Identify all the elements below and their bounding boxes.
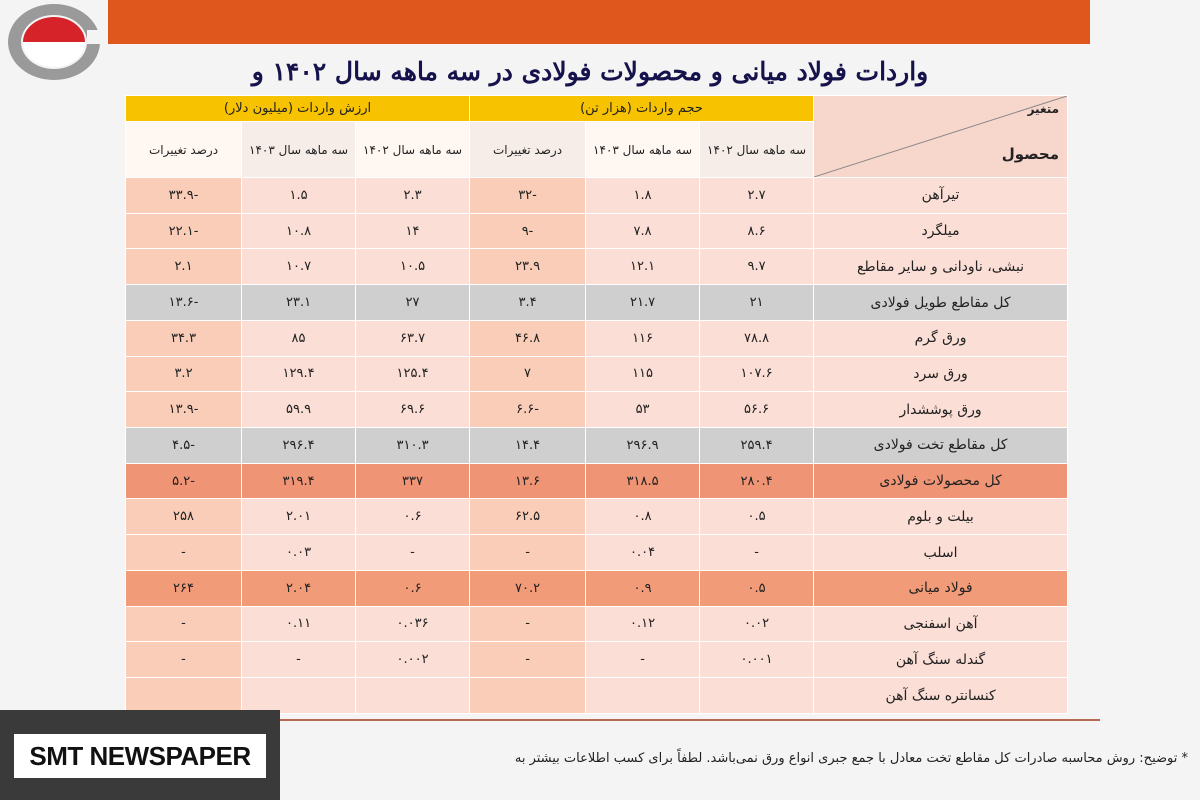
table-row: کنسانتره سنگ آهن [124,677,1069,714]
corner-variable-label: متغیر [1027,102,1060,116]
imports-table: متغیر محصول حجم واردات (هزار تن) ارزش وا… [124,95,1069,714]
table-row-subtotal: فولاد میانی ۰.۵ ۰.۹ ۷۰.۲ ۰.۶ ۲.۰۴ ۲۶۴ [124,569,1069,607]
table-row: میلگرد ۸.۶ ۷.۸ -۹ ۱۴ ۱۰.۸ -۲۲.۱ [124,212,1069,250]
table-row: ورق پوششدار ۵۶.۶ ۵۳ -۶.۶ ۶۹.۶ ۵۹.۹ -۱۳.۹ [124,391,1069,429]
brand-logo-icon [8,4,105,80]
sub-header-vol-change: درصد تغییرات [469,121,587,178]
diagonal-divider [814,96,1068,177]
corner-product-label: محصول [1001,145,1060,163]
group-header-value: ارزش واردات (میلیون دلار) [124,95,471,122]
table-row-grand-total: کل محصولات فولادی ۲۸۰.۴ ۳۱۸.۵ ۱۳.۶ ۳۳۷ ۳… [124,462,1069,500]
table-row: اسلب - ۰.۰۴ - - ۰.۰۳ - [124,534,1069,571]
corner-header-cell: متغیر محصول [813,95,1069,178]
table-row: نبشی، ناودانی و سایر مقاطع ۹.۷ ۱۲.۱ ۲۳.۹… [124,248,1069,286]
table-row: ورق گرم ۷۸.۸ ۱۱۶ ۴۶.۸ ۶۳.۷ ۸۵ ۳۴.۳ [124,319,1069,357]
table-row: ورق سرد ۱۰۷.۶ ۱۱۵ ۷ ۱۲۵.۴ ۱۲۹.۴ ۳.۲ [124,355,1069,393]
newspaper-badge-label: SMT NEWSPAPER [14,734,266,778]
page-title: واردات فولاد میانی و محصولات فولادی در س… [251,57,929,126]
footer-divider [100,719,1100,721]
table-row-total: کل مقاطع تخت فولادی ۲۵۹.۴ ۲۹۶.۹ ۱۴.۴ ۳۱۰… [124,427,1069,464]
group-header-volume: حجم واردات (هزار تن) [469,95,815,122]
footnote: * توضیح: روش محاسبه صادرات کل مقاطع تخت … [514,751,1188,766]
sub-header-val-1403: سه ماهه سال ۱۴۰۳ [241,121,357,178]
table-row: تیرآهن ۲.۷ ۱.۸ -۳۲ ۲.۳ ۱.۵ -۳۳.۹ [124,177,1069,214]
sub-header-vol-1403: سه ماهه سال ۱۴۰۳ [585,121,701,178]
table-row: بیلت و بلوم ۰.۵ ۰.۸ ۶۲.۵ ۰.۶ ۲.۰۱ ۲۵۸ [124,498,1069,536]
sub-header-vol-1402: سه ماهه سال ۱۴۰۲ [699,121,815,178]
table-row-total: کل مقاطع طویل فولادی ۲۱ ۲۱.۷ ۳.۴ ۲۷ ۲۳.۱… [124,284,1069,321]
top-accent-bar [108,0,1090,44]
newspaper-badge: SMT NEWSPAPER [0,710,280,800]
sub-header-val-change: درصد تغییرات [124,121,243,178]
table-row: گندله سنگ آهن ۰.۰۰۱ - - ۰.۰۰۲ - - [124,641,1069,679]
sub-header-val-1402: سه ماهه سال ۱۴۰۲ [355,121,471,178]
table-row: آهن اسفنجی ۰.۰۲ ۰.۱۲ - ۰.۰۳۶ ۰.۱۱ - [124,605,1069,643]
